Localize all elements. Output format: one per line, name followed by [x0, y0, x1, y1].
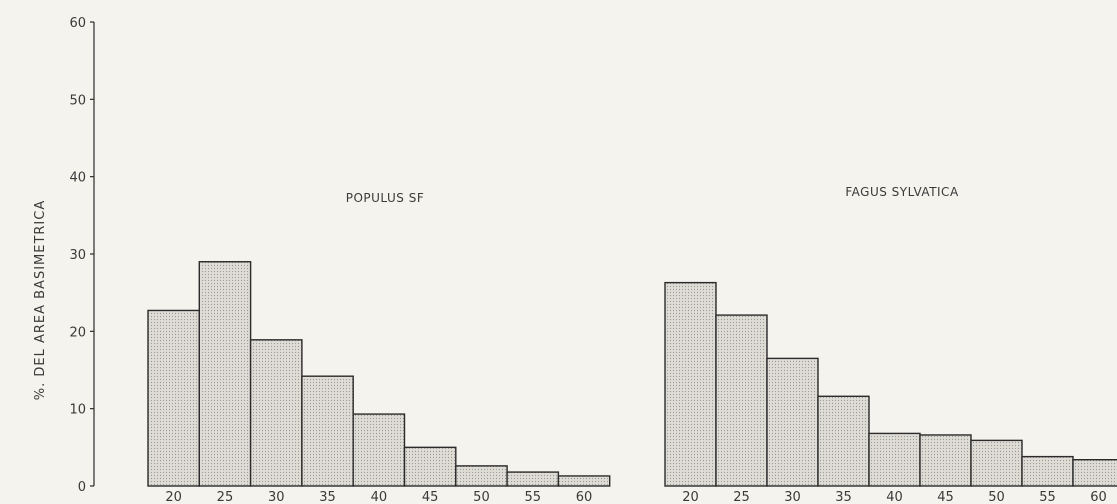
x-tick-label: 40 [886, 490, 903, 504]
x-tick-label: 25 [217, 490, 234, 504]
x-tick-label: 50 [988, 490, 1005, 504]
bar-20 [664, 281, 717, 487]
x-tick-label: 30 [268, 490, 285, 504]
x-tick-label: 55 [524, 490, 541, 504]
fagus-panel: FAGUS SYLVATICA 20 25 30 35 40 45 50 55 60 [664, 185, 1117, 504]
bar-45 [919, 434, 972, 487]
bar-40 [352, 413, 406, 487]
y-tick-label: 50 [69, 93, 86, 108]
x-tick-label: 50 [473, 490, 490, 504]
bar-60 [1072, 459, 1117, 487]
bar-40 [868, 432, 921, 487]
x-tick-label: 60 [576, 490, 593, 504]
panel-title: FAGUS SYLVATICA [845, 185, 959, 199]
x-tick-label: 40 [371, 490, 388, 504]
populus-panel: POPULUS SF 20 25 30 35 40 45 50 55 60 [147, 191, 611, 504]
bar-60 [557, 475, 611, 487]
y-tick-label: 40 [69, 171, 86, 186]
x-tick-label: 55 [1039, 490, 1056, 504]
bar-35 [301, 375, 354, 487]
y-tick-label: 20 [69, 325, 86, 340]
x-tick-label: 20 [682, 490, 699, 504]
bar-30 [766, 357, 819, 487]
bar-45 [403, 446, 457, 487]
y-tick-label: 10 [69, 403, 86, 418]
bar-50 [455, 465, 508, 487]
bar-20 [147, 309, 200, 487]
x-tick-label: 45 [422, 490, 439, 504]
y-axis-label: %. DEL AREA BASIMETRICA [33, 200, 48, 401]
panel-title: POPULUS SF [346, 191, 425, 205]
x-tick-label: 60 [1090, 490, 1107, 504]
x-tick-label: 35 [319, 490, 336, 504]
x-tick-label: 35 [835, 490, 852, 504]
bar-25 [198, 261, 252, 487]
y-tick-label: 30 [69, 248, 86, 263]
bar-25 [715, 314, 768, 487]
y-tick-label: 60 [69, 16, 86, 31]
y-tick-label: 0 [78, 480, 86, 495]
x-tick-label: 30 [784, 490, 801, 504]
x-tick-label: 25 [733, 490, 750, 504]
bar-50 [970, 439, 1023, 487]
x-tick-label: 45 [937, 490, 954, 504]
bar-55 [1021, 455, 1074, 487]
bar-55 [506, 471, 560, 487]
bar-30 [249, 339, 303, 487]
x-tick-label: 20 [165, 490, 182, 504]
bar-35 [817, 395, 870, 487]
